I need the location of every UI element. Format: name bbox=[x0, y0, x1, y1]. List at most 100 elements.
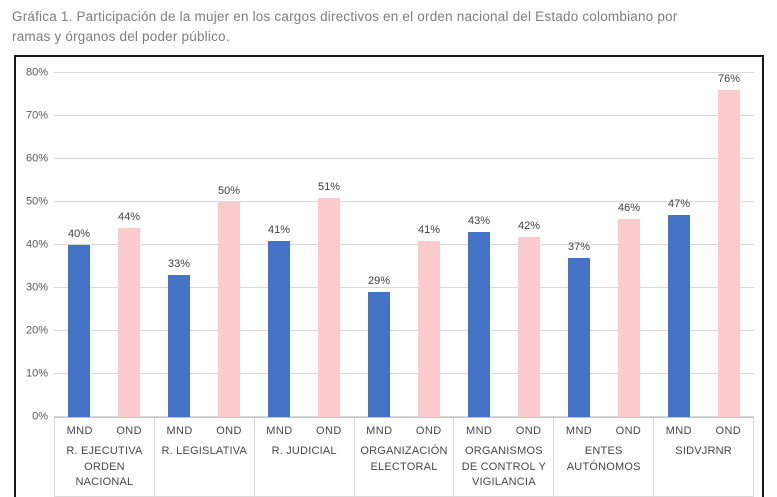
bar-value-label: 43% bbox=[467, 215, 491, 228]
x-axis: MND OND R. EJECUTIVA ORDEN NACIONAL MND OND R… bbox=[54, 417, 755, 497]
category-label: ORGANIZACIÓN ELECTORAL bbox=[360, 445, 448, 473]
bar-slot: 46% bbox=[604, 73, 654, 418]
bar-ond bbox=[318, 197, 340, 418]
gridline-20% bbox=[54, 330, 754, 332]
bar-slot: 51% bbox=[304, 73, 354, 418]
series-label-ond: OND bbox=[116, 425, 142, 438]
chart-group: 41% 51% bbox=[254, 73, 354, 418]
series-label-row: MND OND bbox=[454, 418, 553, 437]
y-tick-label: 80% bbox=[25, 66, 48, 79]
series-label-ond: OND bbox=[415, 425, 442, 438]
series-label-ond: OND bbox=[615, 425, 642, 438]
bar-mnd bbox=[468, 232, 490, 418]
x-axis-group: MND OND ENTES AUTÓNOMOS bbox=[553, 418, 653, 497]
bar-value-label: 46% bbox=[617, 202, 641, 215]
chart-group: 40% 44% bbox=[54, 73, 154, 418]
gridline-80% bbox=[54, 72, 754, 74]
bar-mnd bbox=[368, 292, 390, 418]
bar-mnd bbox=[668, 215, 690, 418]
category-label: ORGANISMOS DE CONTROL Y VIGILANCIA bbox=[461, 445, 547, 488]
bar-ond bbox=[218, 202, 240, 418]
series-label-mnd: MND bbox=[665, 425, 692, 438]
bar-value-label: 44% bbox=[117, 210, 141, 223]
bar-value-label: 41% bbox=[417, 223, 441, 236]
bar-slot: 47% bbox=[654, 73, 704, 418]
bar-value-label: 47% bbox=[667, 198, 691, 211]
x-axis-group: MND OND ORGANIZACIÓN ELECTORAL bbox=[353, 418, 454, 497]
x-axis-group: MND OND R. JUDICIAL bbox=[253, 418, 354, 497]
series-label-ond: OND bbox=[515, 425, 542, 438]
x-axis-group: MND OND SIDVJRNR bbox=[653, 418, 755, 497]
bar-slot: 40% bbox=[54, 73, 104, 418]
bar-value-label: 37% bbox=[567, 241, 591, 254]
y-tick-label: 30% bbox=[25, 281, 48, 294]
series-label-ond: OND bbox=[216, 425, 242, 438]
category-label: R. LEGISLATIVA bbox=[161, 445, 248, 458]
bar-value-label: 40% bbox=[67, 228, 91, 241]
plot-area: 40% 44% 33% 50% 41% 51% 29% 41% 43% 42% 37% 46% 47% 7… bbox=[54, 72, 754, 418]
bar-ond bbox=[518, 236, 540, 418]
series-label-row: MND OND bbox=[155, 418, 254, 437]
series-label-mnd: MND bbox=[166, 425, 193, 438]
y-tick-label: 0% bbox=[32, 410, 48, 423]
bar-groups: 40% 44% 33% 50% 41% 51% 29% 41% 43% 42% 37% 46% 47% 7… bbox=[54, 73, 754, 418]
y-tick-label: 10% bbox=[25, 367, 48, 380]
bar-value-label: 29% bbox=[367, 275, 391, 288]
bar-mnd bbox=[68, 245, 90, 418]
bar-value-label: 51% bbox=[317, 180, 341, 193]
bar-slot: 29% bbox=[354, 73, 404, 418]
series-label-row: MND OND bbox=[55, 418, 154, 437]
x-axis-group: MND OND R. EJECUTIVA ORDEN NACIONAL bbox=[54, 418, 154, 497]
gridline-50% bbox=[54, 201, 754, 203]
chart-group: 37% 46% bbox=[554, 73, 654, 418]
series-label-row: MND OND bbox=[554, 418, 653, 437]
bar-ond bbox=[618, 219, 640, 418]
bar-slot: 43% bbox=[454, 73, 504, 418]
series-label-ond: OND bbox=[316, 425, 342, 438]
chart-title: Gráfica 1. Participación de la mujer en … bbox=[12, 9, 678, 44]
gridline-30% bbox=[54, 287, 754, 289]
category-label: R. EJECUTIVA ORDEN NACIONAL bbox=[66, 445, 143, 488]
plot-row: 0% 10% 20% 30% 40% 50% 60% 70% 80% 40% 44% 33% 50% 4… bbox=[16, 57, 762, 422]
bar-mnd bbox=[168, 275, 190, 418]
y-tick-label: 20% bbox=[25, 324, 48, 337]
series-label-mnd: MND bbox=[266, 425, 293, 438]
gridline-10% bbox=[54, 373, 754, 375]
bar-slot: 42% bbox=[504, 73, 554, 418]
bar-slot: 50% bbox=[204, 73, 254, 418]
series-label-mnd: MND bbox=[466, 425, 493, 438]
chart-group: 29% 41% bbox=[354, 73, 454, 418]
bar-ond bbox=[418, 240, 440, 418]
bar-value-label: 42% bbox=[517, 219, 541, 232]
series-label-row: MND OND bbox=[654, 418, 753, 437]
category-label: SIDVJRNR bbox=[675, 445, 732, 458]
y-tick-label: 40% bbox=[25, 238, 48, 251]
series-label-mnd: MND bbox=[366, 425, 393, 438]
gridline-60% bbox=[54, 158, 754, 160]
series-label-mnd: MND bbox=[66, 425, 93, 438]
y-axis: 0% 10% 20% 30% 40% 50% 60% 70% 80% bbox=[16, 67, 54, 422]
gridline-40% bbox=[54, 244, 754, 246]
series-label-row: MND OND bbox=[255, 418, 354, 437]
bar-value-label: 76% bbox=[717, 73, 741, 86]
x-axis-group: MND OND ORGANISMOS DE CONTROL Y VIGILANCIA bbox=[453, 418, 553, 497]
category-label: ENTES AUTÓNOMOS bbox=[566, 445, 641, 473]
bar-value-label: 41% bbox=[267, 223, 291, 236]
bar-mnd bbox=[568, 258, 590, 418]
bar-slot: 76% bbox=[704, 73, 754, 418]
y-tick-label: 70% bbox=[25, 109, 48, 122]
gridline-70% bbox=[54, 115, 754, 117]
category-label: R. JUDICIAL bbox=[271, 445, 337, 458]
bar-slot: 44% bbox=[104, 73, 154, 418]
bar-mnd bbox=[268, 240, 290, 418]
gridline-0% bbox=[54, 416, 754, 418]
y-tick-label: 60% bbox=[25, 152, 48, 165]
bar-value-label: 50% bbox=[217, 185, 241, 198]
bar-ond bbox=[718, 90, 740, 418]
chart-frame: 0% 10% 20% 30% 40% 50% 60% 70% 80% 40% 44% 33% 50% 4… bbox=[14, 55, 764, 497]
bar-ond bbox=[118, 227, 140, 418]
chart-group: 43% 42% bbox=[454, 73, 554, 418]
bar-slot: 33% bbox=[154, 73, 204, 418]
bar-value-label: 33% bbox=[167, 258, 191, 271]
